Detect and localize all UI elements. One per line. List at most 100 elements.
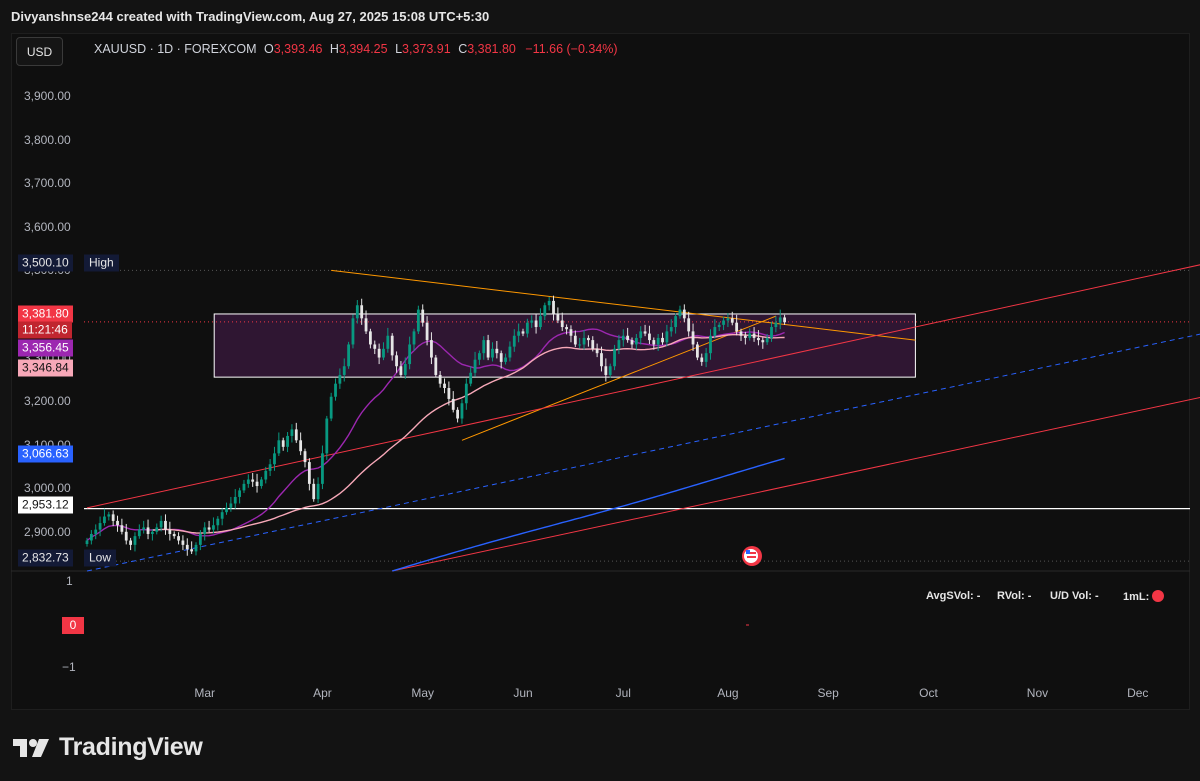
candle-body — [229, 503, 233, 508]
time-tick-label: Apr — [313, 686, 332, 700]
candle-body — [207, 527, 211, 530]
candle-body — [98, 523, 102, 530]
chart-markers — [742, 546, 762, 626]
candle-body — [281, 440, 285, 447]
candle-body — [290, 429, 294, 436]
candle-body — [587, 337, 590, 341]
candle-body — [473, 359, 477, 373]
candle-body — [460, 403, 464, 419]
high-label-tag: High — [84, 254, 119, 272]
tradingview-logo-icon — [13, 738, 49, 757]
price-tick-label: 3,700.00 — [24, 176, 71, 191]
candle-body — [539, 316, 542, 328]
candle-body — [268, 464, 272, 471]
candle-body — [648, 333, 651, 341]
candle-body — [547, 300, 551, 306]
time-tick-label: Sep — [817, 686, 839, 700]
price-tick-label: 3,000.00 — [24, 481, 71, 496]
candle-body — [578, 344, 582, 346]
candle-body — [286, 435, 289, 447]
candle-body — [709, 335, 712, 354]
time-tick-label: Nov — [1026, 686, 1049, 700]
candle-body — [103, 516, 106, 524]
candle-body — [443, 383, 446, 389]
candle-body — [552, 300, 555, 314]
candle-body — [478, 353, 481, 360]
time-tick-label: Jul — [615, 686, 631, 700]
candle-body — [687, 318, 691, 332]
candle-body — [757, 337, 760, 341]
candle-body — [220, 512, 224, 519]
candle-body — [674, 316, 677, 328]
volume-axis-top: 1 — [66, 574, 73, 588]
candle-body — [591, 340, 595, 349]
candle-body — [233, 496, 237, 504]
candle-body — [255, 481, 259, 487]
candle-body — [399, 366, 403, 375]
candle-body — [329, 396, 333, 419]
candle-body — [770, 327, 773, 338]
ud-vol-stat: U/D Vol: - — [1050, 590, 1099, 602]
countdown-tag: 11:21:46 — [18, 321, 72, 339]
price-tick-label: 3,200.00 — [24, 394, 71, 409]
candle-body — [508, 346, 512, 358]
candle-body — [246, 479, 250, 484]
open-value: 3,393.46 — [273, 42, 323, 56]
candle-body — [273, 453, 276, 465]
candle-body — [482, 340, 486, 354]
candle-body — [159, 520, 163, 528]
consolidation-zone — [213, 313, 916, 378]
trendline — [86, 264, 1200, 509]
tradingview-logo[interactable]: TradingView — [13, 733, 203, 762]
candle-body — [212, 525, 215, 530]
candle-body — [621, 335, 625, 341]
candle-body — [752, 333, 756, 338]
candle-body — [403, 364, 407, 375]
candle-body — [425, 322, 429, 341]
symbol-label[interactable]: XAUUSD · 1D · FOREXCOM — [94, 42, 257, 56]
candle-body — [133, 536, 137, 545]
symbol-legend: XAUUSD · 1D · FOREXCOM O3,393.46 H3,394.… — [94, 42, 618, 56]
time-tick-label: Dec — [1127, 686, 1149, 700]
candle-body — [303, 451, 307, 463]
candle-body — [486, 340, 490, 358]
candle-body — [151, 531, 154, 534]
one-ml-stat: 1mL: — [1123, 590, 1165, 603]
candle-body — [355, 305, 359, 319]
candle-body — [447, 388, 451, 399]
candle-body — [321, 453, 324, 484]
candle-body — [260, 479, 263, 487]
high-key: H — [329, 42, 339, 56]
low-key: L — [395, 42, 403, 56]
candle-body — [94, 529, 98, 534]
trendline — [86, 333, 1200, 572]
candle-body — [373, 344, 377, 349]
candle-body — [696, 344, 699, 358]
level-tag: 2,953.12 — [18, 496, 73, 514]
candle-body — [722, 320, 725, 325]
candle-body — [347, 344, 350, 367]
candle-body — [242, 483, 246, 491]
candle-body — [735, 322, 739, 332]
time-tick-label: Jun — [513, 686, 533, 700]
currency-button[interactable]: USD — [16, 37, 63, 66]
candle-body — [142, 527, 146, 530]
last-price-tag: 3,381.80 — [18, 305, 73, 323]
candle-body — [382, 348, 385, 358]
candle-body — [390, 335, 394, 356]
candle-body — [682, 309, 686, 319]
candle-body — [316, 483, 320, 500]
change-value: −11.66 (−0.34%) — [525, 42, 618, 56]
event-flag-stripe — [747, 552, 756, 554]
candle-body — [168, 529, 172, 534]
candle-body — [342, 366, 346, 375]
candle-body — [264, 470, 268, 480]
author-line: Divyanshnse244 created with TradingView.… — [11, 9, 490, 24]
trendline — [392, 396, 1200, 572]
time-tick-label: Aug — [717, 686, 739, 700]
candle-body — [116, 520, 119, 526]
candle-body — [216, 518, 220, 526]
candle-body — [416, 309, 420, 332]
candle-body — [386, 335, 390, 349]
